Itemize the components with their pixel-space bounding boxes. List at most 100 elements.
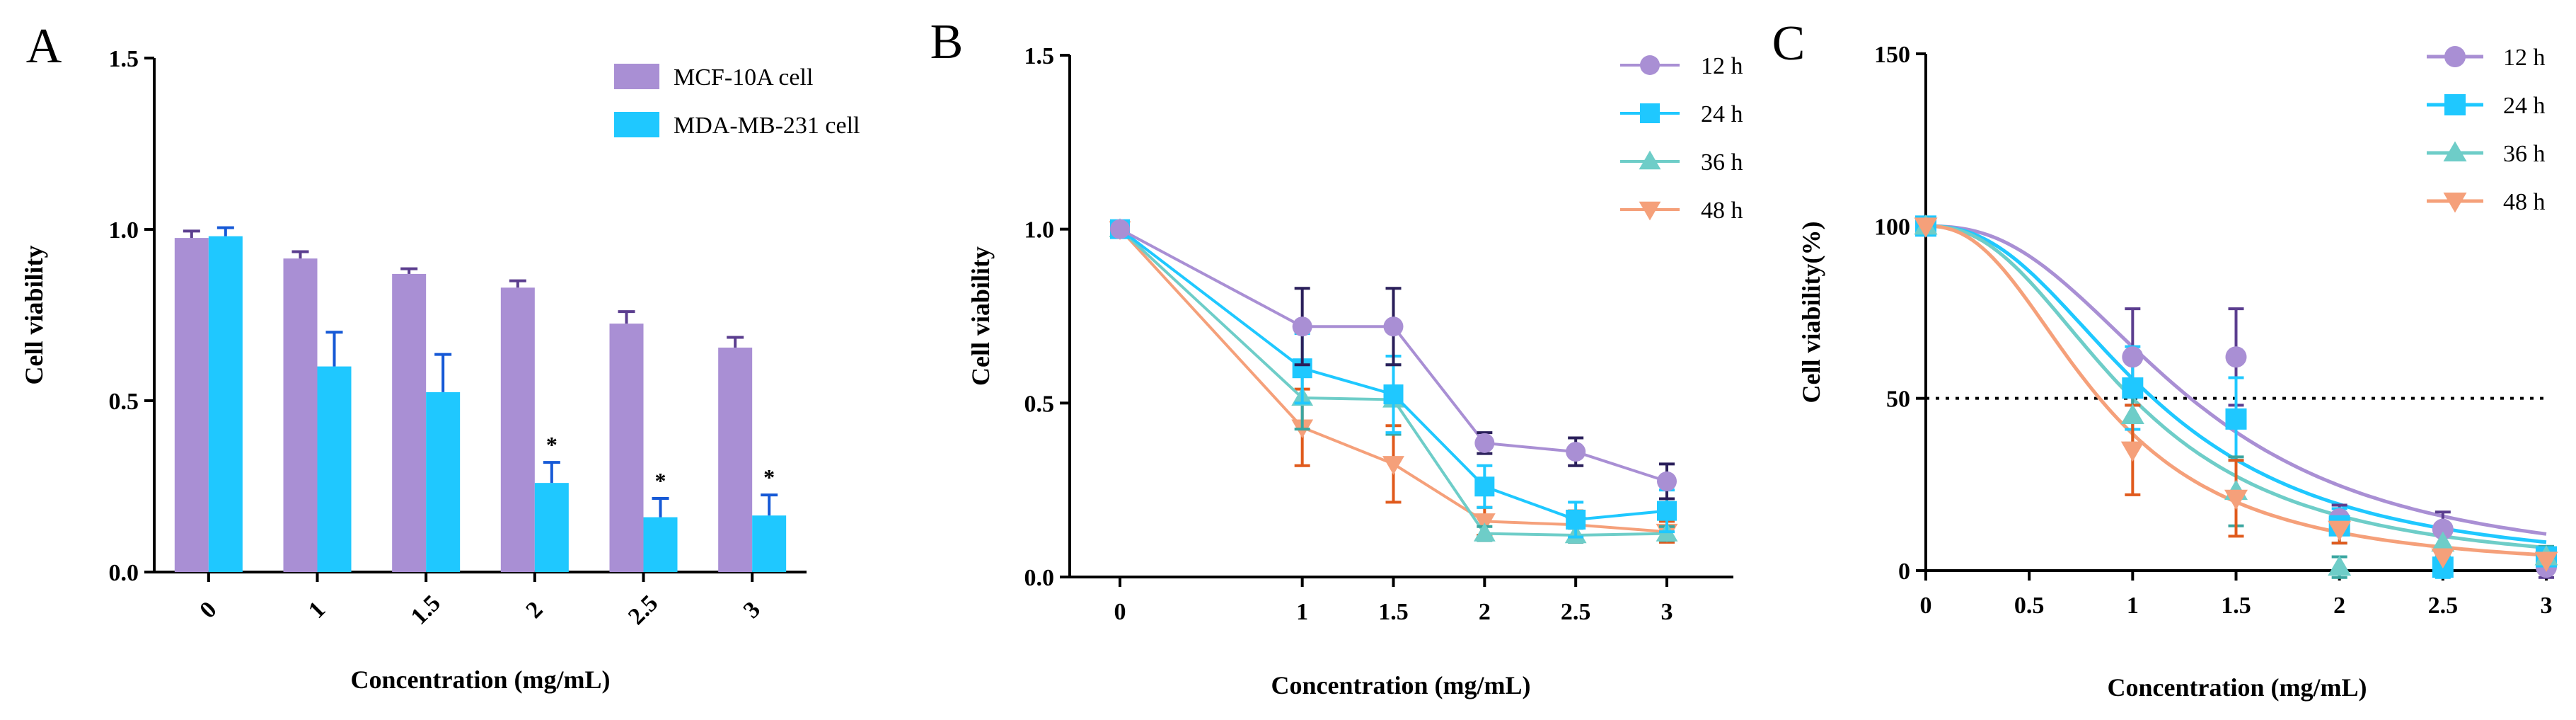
c-x-tick-label: 1.5: [2221, 593, 2251, 619]
a-bar-mcf10a: [174, 238, 209, 572]
a-bar-mcf10a: [500, 287, 535, 572]
a-y-tick-label: 1.5: [109, 46, 139, 72]
c-x-tick-label: 2.5: [2428, 593, 2459, 619]
b-data-point: [1473, 522, 1496, 542]
b-y-tick-label: 0.5: [1024, 391, 1055, 417]
a-bar-mdamb231: [208, 236, 243, 572]
c-legend-marker: [2444, 46, 2466, 67]
a-error-bar: [325, 331, 343, 367]
panel-label-a: A: [26, 19, 62, 74]
a-x-tick-label: 1.5: [406, 590, 446, 630]
a-x-tick-label: 2: [521, 597, 548, 624]
c-data-point: [2225, 346, 2247, 368]
c-data-point: [2432, 518, 2454, 540]
c-x-tick-label: 0.5: [2014, 593, 2045, 619]
c-legend-marker: [2443, 193, 2467, 213]
a-significance-marker: *: [763, 464, 775, 490]
c-y-tick-label: 100: [1874, 214, 1910, 240]
c-data-point: [2225, 408, 2247, 430]
c-data-point: [1914, 217, 1938, 238]
c-data-point: [2120, 404, 2144, 424]
a-bar-mdamb231: [426, 392, 461, 572]
a-y-tick-label: 1.0: [109, 217, 139, 244]
c-x-tick-label: 2: [2333, 593, 2345, 619]
a-error-bar: [291, 250, 309, 259]
c-legend-label: 36 h: [2503, 141, 2546, 167]
b-data-point: [1657, 501, 1677, 521]
a-legend-label: MCF-10A cell: [674, 64, 813, 91]
a-bar-mcf10a: [392, 273, 427, 572]
a-legend-swatch: [614, 64, 659, 89]
c-legend-marker: [2443, 141, 2467, 161]
b-series-line-36h: [1119, 228, 1668, 537]
a-error-bar: [727, 336, 744, 348]
a-x-tick-label: 0: [195, 597, 221, 624]
b-x-tick-label: 1.5: [1378, 599, 1409, 625]
b-x-tick-label: 1: [1296, 599, 1308, 625]
c-legend-label: 12 h: [2503, 45, 2546, 71]
a-bar-mdamb231: [643, 517, 678, 572]
c-data-point: [2328, 555, 2352, 576]
b-legend-label: 48 h: [1701, 198, 1743, 224]
c-data-point: [2431, 531, 2455, 552]
c-data-point: [2328, 520, 2352, 542]
a-error-bar: [183, 229, 200, 239]
a-error-bar: [761, 493, 778, 516]
a-significance-marker: *: [546, 432, 558, 457]
c-data-point: [2122, 377, 2144, 399]
a-x-axis-label: Concentration (mg/mL): [351, 665, 611, 694]
c-data-point: [2224, 489, 2248, 510]
a-x-tick-label: 3: [739, 597, 766, 624]
a-bar-mdamb231: [317, 366, 352, 572]
b-data-point: [1566, 509, 1586, 530]
a-bar-mcf10a: [283, 258, 318, 572]
b-legend-label: 12 h: [1701, 53, 1743, 79]
a-bar-mcf10a: [718, 347, 753, 572]
b-data-point: [1292, 316, 1312, 337]
a-error-bar: [652, 496, 669, 518]
a-legend-swatch: [614, 112, 659, 137]
a-error-bar: [543, 461, 560, 484]
a-error-bar: [434, 353, 452, 392]
a-y-tick-label: 0.0: [109, 560, 139, 586]
b-data-point: [1383, 316, 1404, 337]
c-x-tick-label: 1: [2127, 593, 2139, 619]
b-y-axis-label: Cell viability: [966, 246, 995, 386]
b-legend-marker: [1640, 103, 1660, 123]
b-series-line-12h: [1119, 227, 1668, 483]
b-x-axis-label: Concentration (mg/mL): [1271, 671, 1531, 699]
b-x-tick-label: 2.5: [1561, 599, 1591, 625]
b-data-point: [1383, 384, 1404, 405]
b-x-tick-label: 2: [1479, 599, 1491, 625]
c-y-tick-label: 0: [1898, 559, 1910, 585]
b-x-tick-label: 3: [1661, 599, 1673, 625]
a-error-bar: [509, 279, 526, 288]
a-bar-mdamb231: [534, 483, 569, 572]
c-y-tick-label: 50: [1886, 387, 1910, 413]
a-x-tick-label: 2.5: [623, 590, 663, 630]
b-legend-marker: [1639, 150, 1661, 170]
b-x-tick-label: 0: [1114, 599, 1126, 625]
b-legend-marker: [1639, 201, 1661, 221]
c-x-axis-label: Concentration (mg/mL): [2108, 673, 2367, 702]
b-y-tick-label: 1.5: [1024, 43, 1055, 69]
c-x-tick-label: 3: [2541, 593, 2553, 619]
c-data-point: [2431, 548, 2455, 569]
b-legend-label: 24 h: [1701, 101, 1743, 127]
b-data-point: [1110, 219, 1130, 239]
panel-label-c: C: [1772, 16, 1806, 71]
b-y-tick-label: 1.0: [1024, 217, 1055, 244]
a-y-axis-label: Cell viability: [20, 246, 48, 385]
c-legend-label: 24 h: [2503, 93, 2546, 119]
b-data-point: [1657, 471, 1677, 491]
c-data-point: [2534, 552, 2558, 572]
a-error-bar: [618, 310, 635, 324]
b-data-point: [1382, 456, 1404, 475]
c-data-point: [2122, 346, 2144, 368]
a-legend-label: MDA-MB-231 cell: [674, 113, 860, 139]
c-data-point: [2120, 441, 2144, 462]
b-data-point: [1566, 442, 1586, 462]
c-y-axis-label: Cell viability(%): [1797, 222, 1825, 404]
c-y-tick-label: 150: [1874, 42, 1910, 68]
